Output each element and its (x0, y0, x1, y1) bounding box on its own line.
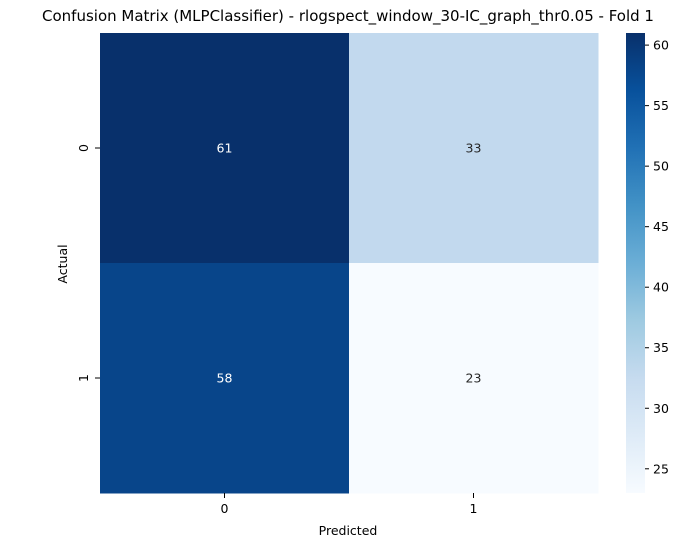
x-tick-label: 0 (221, 501, 229, 516)
colorbar-ticks: 25 30 35 40 45 50 55 60 (645, 38, 669, 476)
y-axis-ticks: 01 (76, 144, 100, 382)
x-tick-label: 1 (470, 501, 478, 516)
colorbar-tick-label: 60 (653, 38, 669, 53)
heatmap-cell (349, 263, 599, 494)
colorbar-tick-label: 45 (653, 219, 669, 234)
colorbar-tick-label: 50 (653, 159, 669, 174)
y-tick-label: 0 (76, 144, 91, 152)
heatmap-cell-value: 33 (466, 141, 482, 156)
colorbar-tick-label: 40 (653, 280, 669, 295)
colorbar-tick-label: 30 (653, 401, 669, 416)
y-tick-label: 1 (76, 374, 91, 382)
heatmap-cell (100, 263, 350, 494)
colorbar-tick-label: 35 (653, 340, 669, 355)
heatmap-cell (100, 33, 350, 264)
colorbar (626, 33, 645, 493)
colorbar-tick-label: 25 (653, 461, 669, 476)
colorbar-tick-label: 55 (653, 98, 669, 113)
heatmap-cell-value: 58 (217, 371, 233, 386)
heatmap-cell-labels: 61 33 58 23 (217, 141, 482, 386)
heatmap-cell-value: 23 (466, 371, 482, 386)
heatmap-cells (100, 33, 599, 494)
y-axis-label: Actual (55, 244, 70, 283)
heatmap-cell (349, 33, 599, 264)
heatmap-cell-value: 61 (217, 141, 233, 156)
chart-title: Confusion Matrix (MLPClassifier) - rlogs… (42, 7, 654, 26)
x-axis-label: Predicted (319, 523, 378, 538)
